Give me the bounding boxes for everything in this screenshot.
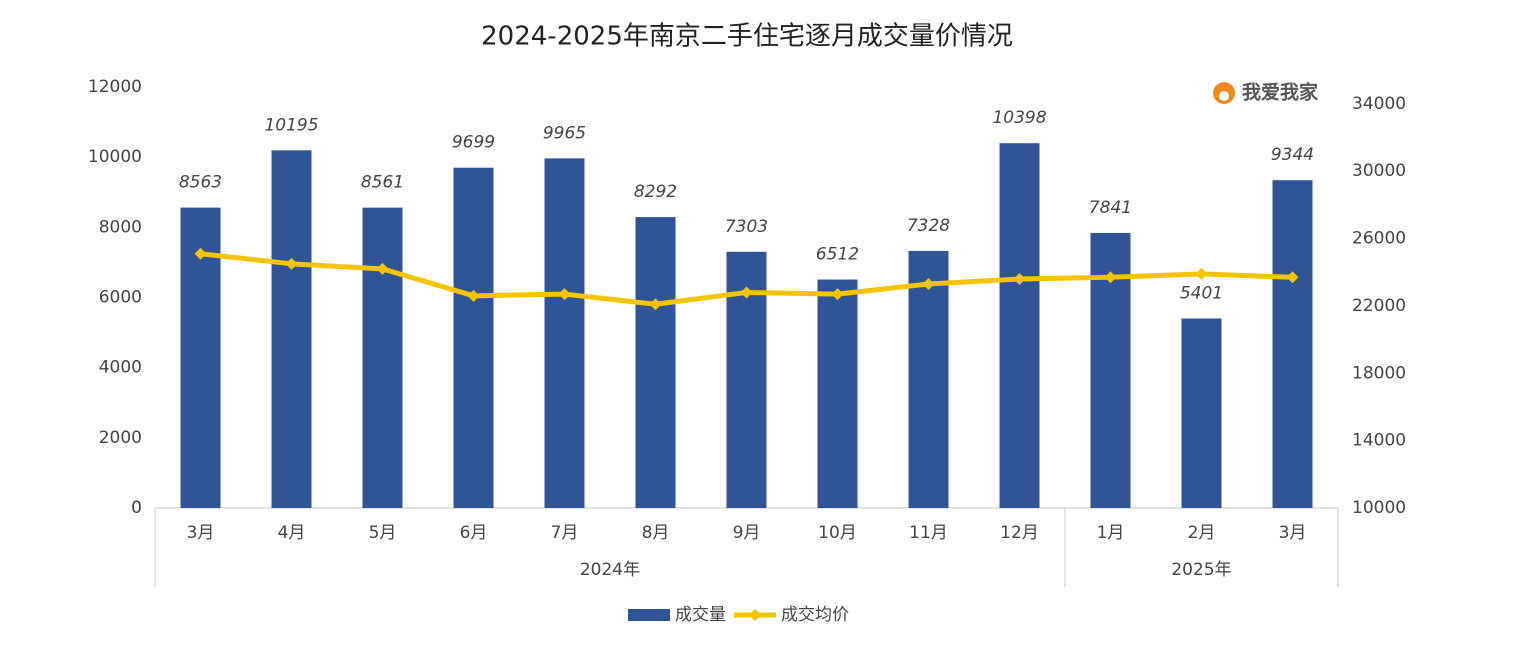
x-tick-label: 12月	[1000, 523, 1039, 543]
line-marker	[1195, 267, 1208, 280]
x-tick-label: 10月	[818, 523, 857, 543]
bar	[817, 279, 858, 508]
value-label: 9699	[452, 133, 495, 153]
y2-tick-label: 14000	[1352, 431, 1406, 451]
y-tick-label: 12000	[88, 77, 142, 97]
value-label: 6512	[816, 245, 859, 265]
bar	[1272, 180, 1313, 508]
legend-swatch	[749, 609, 761, 621]
watermark-text: 我爱我家	[1242, 81, 1319, 104]
bar	[999, 143, 1040, 509]
x-tick-label: 8月	[642, 523, 670, 543]
y2-tick-label: 30000	[1352, 161, 1406, 181]
y-tick-label: 4000	[99, 358, 142, 378]
line-marker	[649, 298, 662, 311]
x-tick-label: 3月	[1279, 523, 1307, 543]
bar	[1181, 318, 1222, 508]
group-label: 2024年	[580, 560, 640, 580]
legend-swatch	[628, 609, 670, 621]
bar	[544, 158, 585, 508]
value-label: 7841	[1089, 198, 1132, 218]
x-tick-label: 7月	[551, 523, 579, 543]
value-label: 8563	[179, 173, 222, 193]
y-tick-label: 10000	[88, 147, 142, 167]
y2-tick-label: 10000	[1352, 498, 1406, 518]
bar	[271, 150, 312, 508]
bar	[908, 250, 949, 508]
line-marker	[740, 286, 753, 299]
bar	[362, 207, 403, 508]
value-label: 7328	[907, 216, 950, 236]
legend-label: 成交量	[675, 605, 726, 625]
value-label: 8561	[361, 173, 404, 193]
logo-icon	[1219, 91, 1229, 101]
line-marker	[467, 289, 480, 302]
legend-label: 成交均价	[781, 605, 849, 625]
watermark: 我爱我家	[1213, 81, 1319, 104]
bar	[635, 217, 676, 509]
line-marker	[922, 278, 935, 291]
line-marker	[194, 247, 207, 260]
x-tick-label: 3月	[187, 523, 215, 543]
value-label: 7303	[725, 217, 768, 237]
y-tick-label: 6000	[99, 288, 142, 308]
y-tick-label: 8000	[99, 217, 142, 237]
line-marker	[558, 288, 571, 301]
y-tick-label: 0	[131, 498, 142, 518]
x-tick-label: 11月	[909, 523, 948, 543]
line-marker	[831, 288, 844, 301]
value-label: 10398	[992, 108, 1046, 128]
x-tick-label: 1月	[1097, 523, 1125, 543]
group-label: 2025年	[1171, 560, 1231, 580]
value-label: 9965	[543, 123, 586, 143]
line-marker	[285, 257, 298, 270]
x-tick-label: 6月	[460, 523, 488, 543]
chart-title: 2024-2025年南京二手住宅逐月成交量价情况	[481, 22, 1013, 52]
y2-tick-label: 26000	[1352, 229, 1406, 249]
x-tick-label: 9月	[733, 523, 761, 543]
x-tick-label: 5月	[369, 523, 397, 543]
value-label: 10195	[264, 115, 318, 135]
x-tick-label: 2月	[1188, 523, 1216, 543]
y2-tick-label: 18000	[1352, 363, 1406, 383]
line-marker	[1286, 271, 1299, 284]
line-marker	[376, 262, 389, 275]
line-marker	[1104, 271, 1117, 284]
y-tick-label: 2000	[99, 428, 142, 448]
x-tick-label: 4月	[278, 523, 306, 543]
y2-tick-label: 22000	[1352, 296, 1406, 316]
value-label: 5401	[1180, 284, 1223, 304]
line-marker	[1013, 272, 1026, 285]
value-label: 8292	[634, 182, 677, 202]
bar	[453, 167, 494, 508]
value-label: 9344	[1271, 145, 1314, 165]
y2-tick-label: 34000	[1352, 94, 1406, 114]
